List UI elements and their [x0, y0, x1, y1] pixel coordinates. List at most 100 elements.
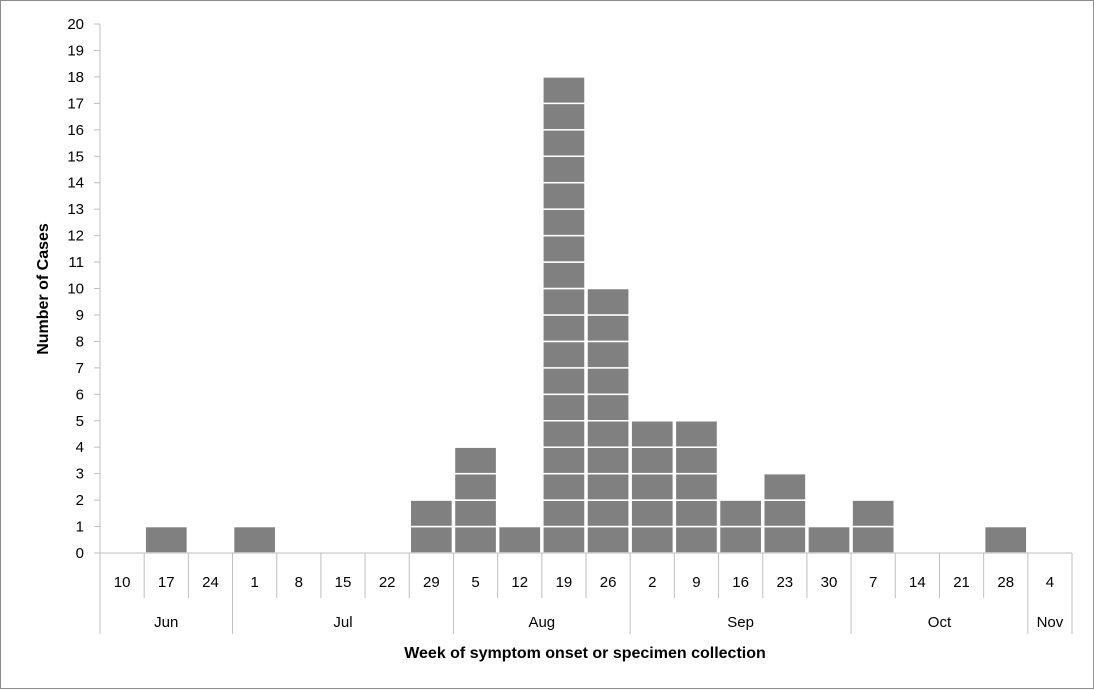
case-box: [586, 525, 630, 554]
case-box: [718, 525, 763, 554]
bar-11: [586, 287, 630, 554]
case-box: [630, 525, 675, 554]
x-tick-label: 7: [869, 574, 877, 591]
month-label: Jun: [154, 614, 178, 631]
case-box: [542, 525, 586, 554]
x-tick-label: 8: [295, 574, 303, 591]
case-box: [542, 261, 586, 290]
month-label: Sep: [727, 614, 754, 631]
case-box: [542, 287, 586, 316]
bar-16: [807, 525, 851, 554]
bar-13: [674, 420, 719, 554]
y-tick-label: 6: [76, 386, 84, 403]
case-box: [630, 446, 675, 475]
case-box: [718, 499, 763, 528]
case-box: [542, 102, 586, 131]
case-box: [144, 525, 189, 554]
case-box: [453, 446, 498, 475]
y-tick-label: 17: [67, 95, 84, 112]
month-label: Jul: [333, 614, 352, 631]
y-tick-label: 5: [76, 413, 84, 430]
case-box: [453, 499, 498, 528]
case-box: [674, 499, 719, 528]
case-box: [586, 499, 630, 528]
y-tick-label: 7: [76, 360, 84, 377]
case-box: [409, 525, 454, 554]
case-box: [762, 472, 807, 501]
case-box: [586, 314, 630, 343]
y-axis-title: Number of Cases: [35, 223, 52, 355]
bar-12: [630, 420, 675, 554]
month-label: Nov: [1037, 614, 1064, 631]
case-box: [586, 446, 630, 475]
x-tick-label: 30: [821, 574, 838, 591]
x-tick-label: 22: [379, 574, 396, 591]
y-tick-label: 3: [76, 466, 84, 483]
case-box: [542, 314, 586, 343]
bar-14: [718, 499, 763, 554]
case-box: [542, 155, 586, 184]
case-box: [807, 525, 851, 554]
case-box: [542, 129, 586, 158]
y-tick-label: 12: [67, 228, 84, 245]
case-box: [542, 340, 586, 369]
bar-7: [409, 499, 454, 554]
y-tick-label: 9: [76, 307, 84, 324]
case-box: [762, 499, 807, 528]
bar-10: [542, 76, 586, 554]
case-box: [674, 525, 719, 554]
case-box: [630, 472, 675, 501]
case-box: [674, 420, 719, 448]
case-box: [542, 234, 586, 263]
case-box: [542, 181, 586, 210]
y-tick-label: 14: [67, 175, 84, 192]
case-box: [232, 525, 277, 554]
x-tick-label: 9: [692, 574, 700, 591]
case-box: [674, 472, 719, 501]
y-tick-label: 4: [76, 439, 84, 456]
case-box: [542, 420, 586, 448]
x-axis-title: Week of symptom onset or specimen collec…: [404, 645, 766, 662]
case-box: [453, 472, 498, 501]
case-box: [586, 472, 630, 501]
y-tick-label: 15: [67, 148, 84, 165]
case-box: [409, 499, 454, 528]
bars: [144, 76, 1028, 554]
case-box: [453, 525, 498, 554]
x-tick-label: 15: [335, 574, 352, 591]
x-tick-label: 5: [471, 574, 479, 591]
case-box: [542, 367, 586, 396]
bar-15: [762, 472, 807, 554]
x-tick-label: 29: [423, 574, 440, 591]
bar-8: [453, 446, 498, 554]
case-box: [542, 393, 586, 422]
y-tick-label: 10: [67, 281, 84, 298]
case-box: [674, 446, 719, 475]
y-tick-label: 2: [76, 492, 84, 509]
case-box: [542, 446, 586, 475]
x-tick-label: 28: [997, 574, 1014, 591]
bar-9: [497, 525, 542, 554]
x-tick-label: 4: [1046, 574, 1054, 591]
case-box: [630, 499, 675, 528]
y-tick-label: 1: [76, 519, 84, 536]
month-label: Oct: [928, 614, 952, 631]
x-tick-label: 16: [732, 574, 749, 591]
y-tick-label: 16: [67, 122, 84, 139]
x-axis-month-labels: Jun Jul Aug Sep Oct Nov: [99, 598, 1073, 634]
x-tick-label: 23: [776, 574, 793, 591]
case-box: [851, 499, 896, 528]
x-tick-label: 17: [158, 574, 175, 591]
y-tick-label: 13: [67, 201, 84, 218]
x-tick-label: 10: [114, 574, 131, 591]
x-tick-label: 12: [511, 574, 528, 591]
x-tick-label: 14: [909, 574, 926, 591]
x-tick-label: 19: [556, 574, 573, 591]
case-box: [542, 76, 586, 105]
case-box: [497, 525, 542, 554]
bar-20: [983, 525, 1028, 554]
x-axis-week-labels: 10 17 24 1 8 15 22 29 5 12 19 26 2 9 16 23 30 7 14 21 28 4: [99, 553, 1073, 598]
